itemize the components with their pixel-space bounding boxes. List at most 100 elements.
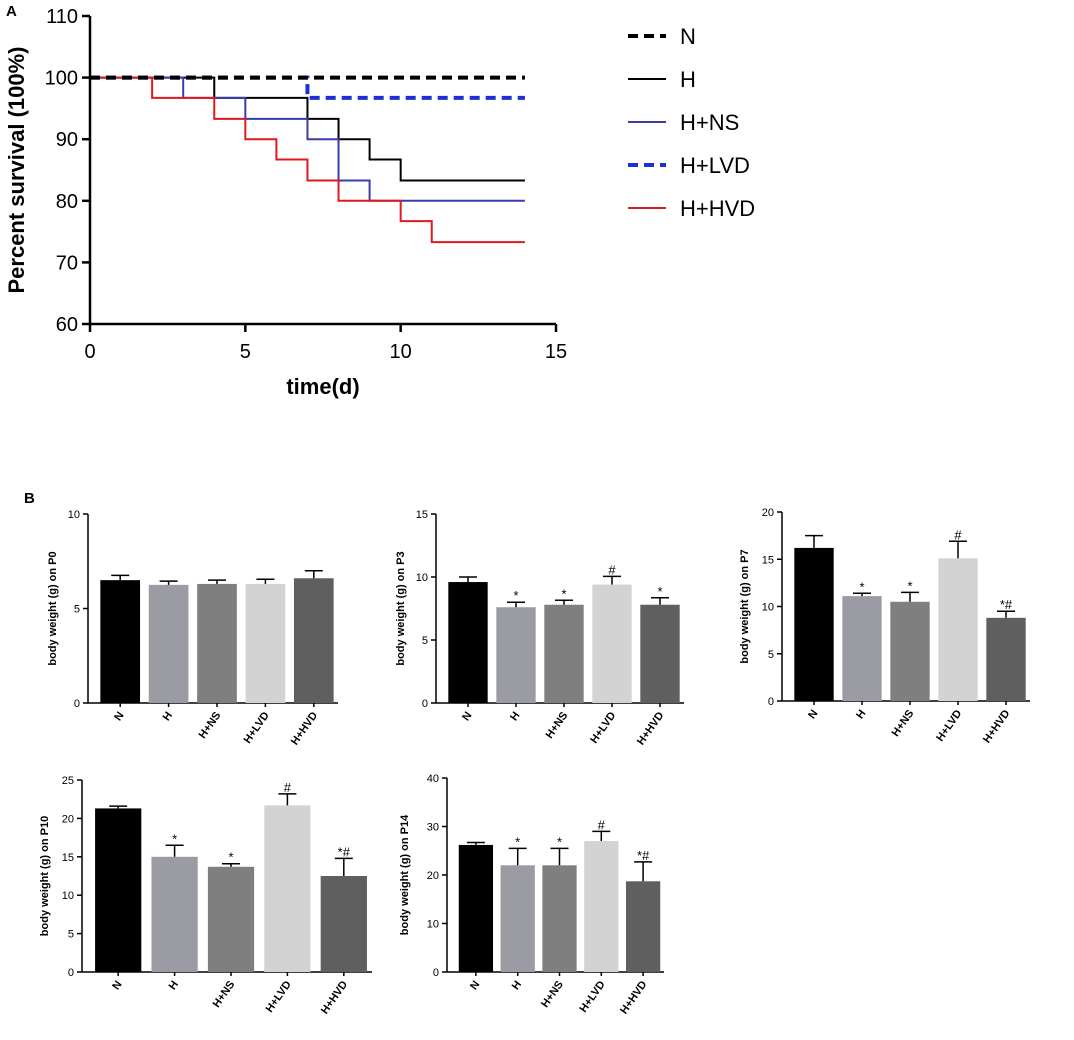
p3-x-tick-label-n: N — [460, 710, 474, 723]
p10-x-tick-label-h-ns: H+NS — [211, 979, 238, 1010]
p10-significance-h-lvd: # — [284, 780, 292, 795]
p14-x-tick-label-h-lvd: H+LVD — [578, 979, 608, 1015]
p3-significance-h-hvd: * — [657, 584, 662, 599]
p3-bar-h-lvd — [592, 584, 632, 703]
survival-y-tick-label: 100 — [45, 68, 78, 90]
p0-bar-h-ns — [197, 583, 237, 703]
p0-bar-h — [148, 584, 189, 703]
survival-chart: 60 70 80 90 100 110 0 5 10 15 time(d) Percent survi… — [4, 6, 755, 399]
survival-line-h — [90, 76, 525, 182]
p3-x-tick-label-h: H — [508, 710, 522, 723]
p14-x-tick-label-h: H — [510, 979, 524, 992]
p0-x-tick-label-n: N — [112, 710, 126, 723]
bar-chart-p7: 0 5 10 15 20 body weight (g) on P7 N * H * H+NS # H+… — [739, 507, 1030, 746]
p7-bar-h-ns — [890, 601, 930, 701]
survival-x-tick-label: 15 — [545, 341, 567, 363]
p7-significance-h: * — [859, 579, 864, 594]
p14-bar-h-ns — [542, 865, 577, 972]
p3-significance-h-lvd: # — [608, 562, 616, 577]
survival-y-tick-label: 110 — [46, 6, 78, 28]
legend-label-h-lvd: H+LVD — [680, 153, 750, 178]
p0-y-tick-label: 10 — [68, 509, 80, 521]
p7-bar-h — [842, 596, 882, 701]
p14-significance-h-hvd: *# — [637, 848, 650, 863]
p7-x-tick-label-h-ns: H+NS — [890, 708, 917, 739]
survival-x-tick-label: 10 — [390, 341, 412, 363]
p10-bar-n — [95, 808, 142, 972]
p7-y-tick-label: 15 — [762, 554, 774, 566]
p7-significance-h-hvd: *# — [1000, 597, 1013, 612]
p7-significance-h-ns: * — [907, 578, 912, 593]
p10-bar-h-ns — [207, 866, 255, 972]
p3-bar-h-ns — [544, 604, 584, 703]
legend-label-h-hvd: H+HVD — [680, 196, 755, 221]
p7-x-tick-label-n: N — [806, 708, 820, 721]
p14-x-tick-label-h-hvd: H+HVD — [618, 979, 649, 1017]
p10-bar-h-lvd — [264, 805, 311, 972]
p14-bar-n — [458, 844, 494, 972]
bar-charts: 0 5 10 body weight (g) on P0 N H H+NS H+LVD H+HV… — [39, 507, 1030, 1017]
survival-line-h-ns — [90, 76, 525, 202]
p7-y-tick-label: 5 — [768, 649, 774, 661]
bar-chart-p14: 0 10 20 30 40 body weight (g) on P14 N * H * H+NS #… — [399, 773, 664, 1017]
p0-x-tick-label-h-ns: H+NS — [197, 710, 224, 741]
p10-y-tick-label: 10 — [62, 890, 74, 902]
p0-y-axis-label: body weight (g) on P0 — [47, 551, 59, 665]
p14-y-tick-label: 30 — [427, 822, 439, 834]
survival-y-tick-label: 90 — [56, 129, 78, 151]
p7-y-tick-label: 0 — [768, 696, 774, 708]
p10-y-tick-label: 20 — [62, 813, 74, 825]
p7-bar-h-lvd — [938, 558, 978, 701]
bar-chart-p0: 0 5 10 body weight (g) on P0 N H H+NS H+LVD H+HV… — [47, 509, 338, 748]
p3-x-tick-label-h-hvd: H+HVD — [635, 710, 666, 748]
p3-bar-n — [448, 582, 488, 703]
p0-bar-n — [100, 580, 141, 703]
survival-x-tick-label: 5 — [240, 341, 251, 363]
survival-y-tick-label: 70 — [56, 252, 78, 274]
panel-label-b: B — [24, 490, 35, 507]
p10-y-tick-label: 15 — [62, 852, 74, 864]
p10-significance-h-ns: * — [228, 850, 233, 865]
p10-y-axis-label: body weight (g) on P10 — [39, 816, 51, 936]
p3-x-tick-label-h-ns: H+NS — [544, 710, 571, 741]
p7-x-tick-label-h-hvd: H+HVD — [981, 708, 1012, 746]
p3-y-tick-label: 0 — [422, 698, 428, 710]
p10-bar-h — [151, 856, 198, 972]
bar-chart-p3: 0 5 10 15 body weight (g) on P3 N * H * H+NS # H+LV… — [395, 509, 684, 748]
p10-y-tick-label: 5 — [68, 929, 74, 941]
p7-bar-n — [794, 547, 834, 701]
p10-y-tick-label: 25 — [62, 775, 74, 787]
survival-y-axis-label: Percent survival (100%) — [4, 46, 29, 293]
p3-x-tick-label-h-lvd: H+LVD — [588, 710, 618, 746]
p10-x-tick-label-h-lvd: H+LVD — [264, 979, 294, 1015]
p14-bar-h-lvd — [584, 841, 619, 972]
p14-significance-h-ns: * — [557, 834, 562, 849]
legend-label-n: N — [680, 24, 696, 49]
p14-y-axis-label: body weight (g) on P14 — [399, 814, 411, 935]
p10-bar-h-hvd — [320, 876, 367, 972]
p0-x-tick-label-h: H — [161, 710, 175, 723]
p14-bar-h-hvd — [625, 881, 661, 972]
p10-x-tick-label-h-hvd: H+HVD — [319, 979, 350, 1017]
p14-y-tick-label: 0 — [433, 967, 439, 979]
p10-y-tick-label: 0 — [68, 967, 74, 979]
p14-y-tick-label: 20 — [427, 870, 439, 882]
p3-y-tick-label: 15 — [416, 509, 428, 521]
survival-x-axis-label: time(d) — [286, 374, 359, 399]
survival-line-h-lvd — [90, 75, 525, 100]
p7-x-tick-label-h: H — [854, 708, 868, 721]
survival-line-h-hvd — [90, 76, 525, 244]
p0-bar-h-lvd — [245, 583, 286, 703]
p7-significance-h-lvd: # — [954, 527, 962, 542]
p7-y-tick-label: 20 — [762, 507, 774, 519]
p14-x-tick-label-h-ns: H+NS — [539, 979, 566, 1010]
p7-y-tick-label: 10 — [762, 602, 774, 614]
survival-y-tick-label: 80 — [56, 191, 78, 213]
p0-x-tick-label-h-hvd: H+HVD — [289, 710, 320, 748]
legend-label-h: H — [680, 67, 696, 92]
p3-y-axis-label: body weight (g) on P3 — [395, 551, 407, 665]
p3-y-tick-label: 10 — [416, 572, 428, 584]
p0-x-tick-label-h-lvd: H+LVD — [242, 710, 272, 746]
bar-chart-p10: 0 5 10 15 20 25 body weight (g) on P10 N * H * H+NS… — [39, 775, 372, 1017]
